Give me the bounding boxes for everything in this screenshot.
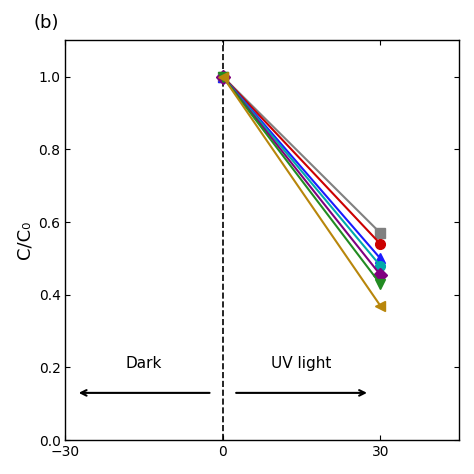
3% CAT: [377, 263, 383, 268]
Line: 1% CT: 1% CT: [218, 72, 385, 249]
Line: 3% CAT: 3% CAT: [218, 72, 385, 271]
Y-axis label: C/C₀: C/C₀: [15, 221, 33, 259]
10% CAT: [220, 74, 226, 80]
TiO₂: [377, 230, 383, 236]
Text: UV light: UV light: [272, 356, 332, 371]
3% CAT: [220, 74, 226, 80]
Line: 1% CAT: 1% CAT: [218, 72, 385, 263]
1% CT: [220, 74, 226, 80]
5% CAT: [377, 272, 383, 278]
7% CAT: [377, 281, 383, 287]
1% CAT: [220, 74, 226, 80]
TiO₂: [220, 74, 226, 80]
5% CAT: [220, 74, 226, 80]
Line: 7% CAT: 7% CAT: [218, 72, 385, 289]
7% CAT: [220, 74, 226, 80]
Text: (b): (b): [34, 14, 59, 32]
1% CT: [377, 241, 383, 246]
1% CAT: [377, 255, 383, 261]
10% CAT: [377, 303, 383, 309]
Line: TiO₂: TiO₂: [218, 72, 385, 238]
Line: 10% CAT: 10% CAT: [218, 72, 385, 310]
Line: 5% CAT: 5% CAT: [218, 72, 385, 280]
Text: Dark: Dark: [126, 356, 162, 371]
